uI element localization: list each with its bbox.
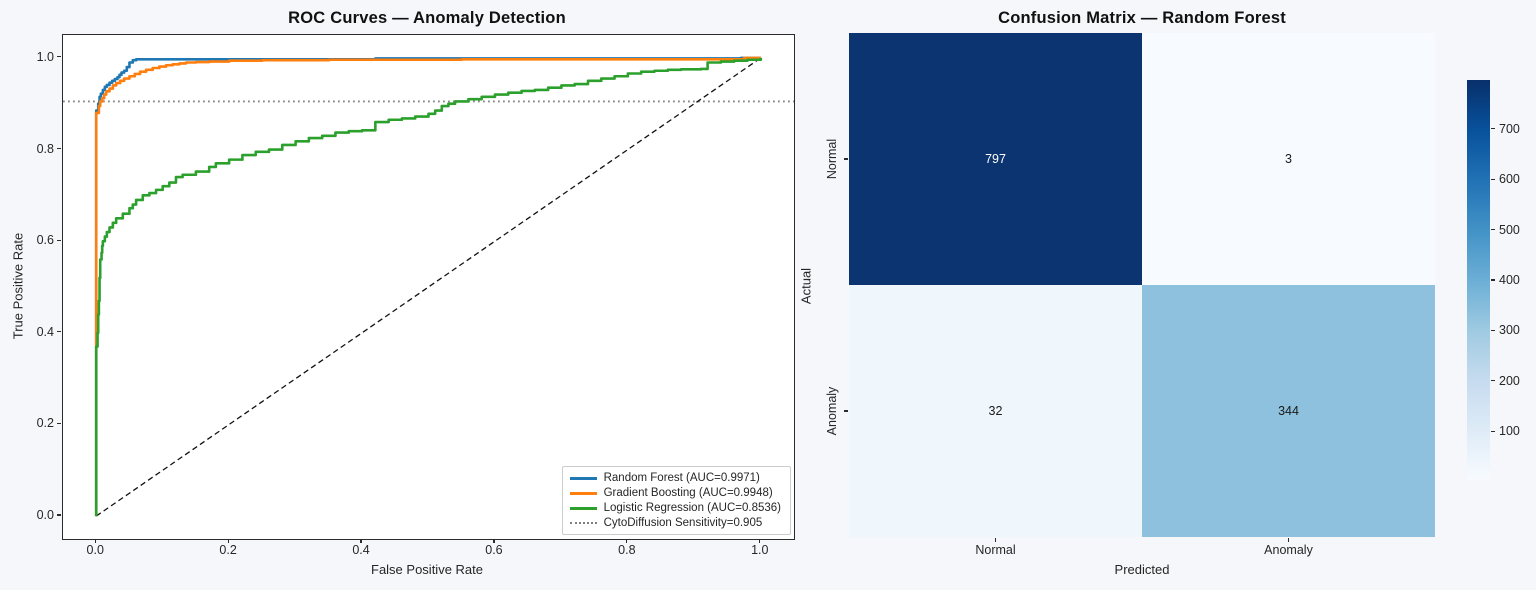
colorbar-tick-label: 700 (1499, 121, 1520, 136)
roc-y-tick-mark (57, 56, 61, 58)
roc-x-tick-mark (626, 539, 628, 543)
roc-x-tick-label: 0.8 (618, 543, 636, 557)
roc-y-tick-mark (57, 331, 61, 333)
roc-y-tick-mark (57, 147, 61, 150)
roc-y-tick-mark (57, 422, 61, 425)
cm-x-tick-mark (994, 538, 997, 542)
cm-y-tick-mark (844, 410, 848, 412)
confusion-cell-normal-anomaly: 3 (1142, 33, 1435, 285)
roc-plot-area: Random Forest (AUC=0.9971) Gradient Boost… (62, 34, 795, 540)
legend-entry: Random Forest (AUC=0.9971) (569, 472, 781, 484)
legend-swatch (569, 506, 597, 510)
confusion-matrix: 797 3 32 344 (849, 33, 1435, 537)
roc-x-tick-label: 0.6 (485, 543, 503, 557)
roc-x-tick-mark (227, 539, 229, 543)
roc-x-tick-label: 0.4 (352, 543, 370, 557)
roc-y-tick-label: 0.8 (36, 141, 54, 156)
colorbar-tick-label: 200 (1499, 373, 1520, 388)
legend-entry: Gradient Boosting (AUC=0.9948) (569, 487, 781, 499)
legend-label: Logistic Regression (AUC=0.8536) (603, 502, 781, 514)
cm-x-tick-label: Normal (975, 543, 1016, 557)
cm-y-tick-mark (844, 158, 848, 160)
legend-label: Gradient Boosting (AUC=0.9948) (603, 487, 773, 499)
chance-diagonal-line (95, 57, 762, 517)
colorbar-tick-label: 600 (1499, 172, 1520, 187)
colorbar-tick-mark (1491, 430, 1495, 432)
cm-x-tick-mark (1287, 538, 1290, 542)
colorbar-tick-mark (1491, 128, 1495, 130)
legend-entry: CytoDiffusion Sensitivity=0.905 (569, 517, 781, 529)
confusion-cell-normal-normal: 797 (849, 33, 1142, 285)
colorbar-tick-mark (1491, 229, 1495, 231)
roc-y-tick-label: 0.6 (36, 233, 54, 248)
roc-x-tick-mark (94, 539, 96, 543)
colorbar-tick-mark (1491, 279, 1495, 281)
roc-curves-canvas (63, 56, 794, 517)
roc-x-tick-mark (360, 539, 362, 543)
colorbar-tick-label: 300 (1499, 323, 1520, 338)
legend-label: CytoDiffusion Sensitivity=0.905 (603, 517, 763, 529)
colorbar-tick-label: 400 (1499, 273, 1520, 287)
cm-y-axis-label: Actual (798, 267, 814, 305)
confusion-cell-anomaly-normal: 32 (849, 285, 1142, 537)
roc-curve-random-forest (94, 56, 761, 517)
roc-y-tick-label: 1.0 (36, 49, 54, 64)
colorbar-tick-label: 500 (1499, 222, 1520, 237)
cm-title: Confusion Matrix — Random Forest (998, 9, 1286, 27)
roc-x-tick-label: 1.0 (751, 543, 769, 557)
colorbar-tick-mark (1491, 329, 1495, 331)
roc-y-tick-mark (57, 239, 61, 241)
colorbar-gradient (1467, 80, 1490, 480)
roc-x-tick-label: 0.2 (219, 543, 237, 557)
confusion-cell-anomaly-anomaly: 344 (1142, 285, 1435, 537)
roc-curve-logistic-regression (94, 57, 763, 517)
legend-swatch (569, 491, 597, 495)
roc-y-tick-label: 0.0 (36, 508, 54, 523)
roc-x-axis-label: False Positive Rate (371, 562, 483, 577)
colorbar-tick-mark (1491, 380, 1495, 382)
roc-curve-gradient-boosting (94, 56, 761, 517)
colorbar-tick-mark (1491, 178, 1495, 180)
roc-x-tick-label: 0.0 (86, 543, 104, 557)
roc-x-tick-mark (759, 539, 761, 543)
roc-title: ROC Curves — Anomaly Detection (288, 9, 566, 27)
cm-x-tick-label: Anomaly (1264, 543, 1313, 557)
cm-y-tick-label: Anomaly (825, 386, 839, 436)
roc-legend: Random Forest (AUC=0.9971) Gradient Boost… (561, 466, 791, 535)
cm-x-axis-label: Predicted (1114, 562, 1170, 577)
legend-label: Random Forest (AUC=0.9971) (603, 472, 760, 484)
legend-swatch (569, 476, 597, 480)
colorbar-tick-label: 100 (1499, 424, 1520, 439)
roc-x-tick-mark (493, 539, 495, 543)
cm-y-tick-label: Normal (825, 138, 839, 180)
legend-swatch (569, 522, 597, 524)
roc-y-tick-label: 0.2 (36, 416, 54, 431)
roc-y-tick-label: 0.4 (36, 324, 54, 339)
legend-entry: Logistic Regression (AUC=0.8536) (569, 502, 781, 514)
roc-y-axis-label: True Positive Rate (10, 232, 26, 340)
roc-y-tick-mark (57, 514, 61, 516)
